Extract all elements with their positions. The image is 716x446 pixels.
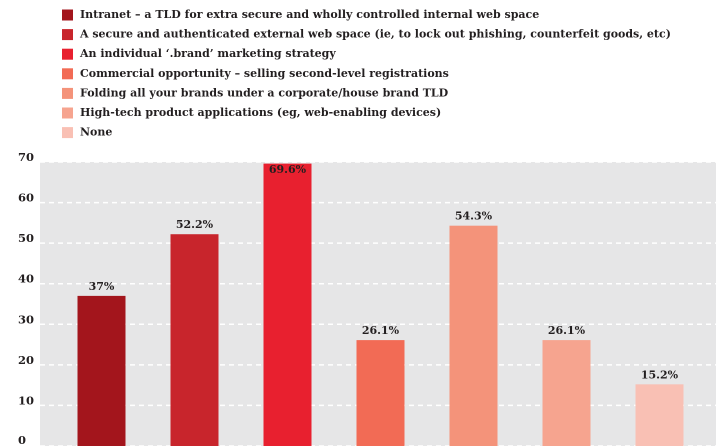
legend-label: An individual ‘.brand’ marketing strateg… [79, 47, 336, 60]
legend-swatch [62, 107, 73, 119]
y-tick-label: 40 [18, 272, 34, 286]
y-tick-label: 60 [18, 191, 34, 205]
legend-label: Commercial opportunity – selling second-… [80, 67, 449, 80]
legend-swatch [62, 48, 73, 60]
y-tick-label: 0 [18, 433, 26, 446]
legend-label: None [80, 126, 112, 139]
bar [77, 295, 126, 446]
value-label: 26.1% [548, 324, 586, 337]
legend-label: Intranet – a TLD for extra secure and wh… [80, 8, 539, 21]
legend-swatch [62, 87, 73, 99]
legend-swatch [62, 29, 73, 41]
y-tick-label: 10 [18, 393, 34, 407]
legend-swatch [62, 9, 73, 21]
value-label: 54.3% [455, 210, 493, 223]
bar [356, 340, 405, 446]
bar [449, 225, 498, 446]
legend-swatch [62, 68, 73, 80]
bar [542, 340, 591, 446]
value-label: 26.1% [362, 324, 400, 337]
y-tick-label: 50 [18, 231, 34, 245]
bar [170, 234, 219, 446]
legend-label: Folding all your brands under a corporat… [80, 86, 449, 99]
bar [635, 384, 684, 446]
y-tick-label: 30 [18, 312, 34, 326]
legend-label: A secure and authenticated external web … [79, 28, 671, 41]
y-tick-label: 70 [18, 150, 34, 164]
legend-swatch [62, 127, 73, 139]
value-label: 69.6% [269, 163, 307, 176]
legend-label: High-tech product applications (eg, web-… [80, 106, 441, 119]
bar [263, 163, 312, 446]
value-label: 15.2% [641, 368, 679, 381]
y-tick-label: 20 [18, 353, 34, 367]
value-label: 37% [89, 280, 115, 293]
value-label: 52.2% [176, 218, 214, 231]
